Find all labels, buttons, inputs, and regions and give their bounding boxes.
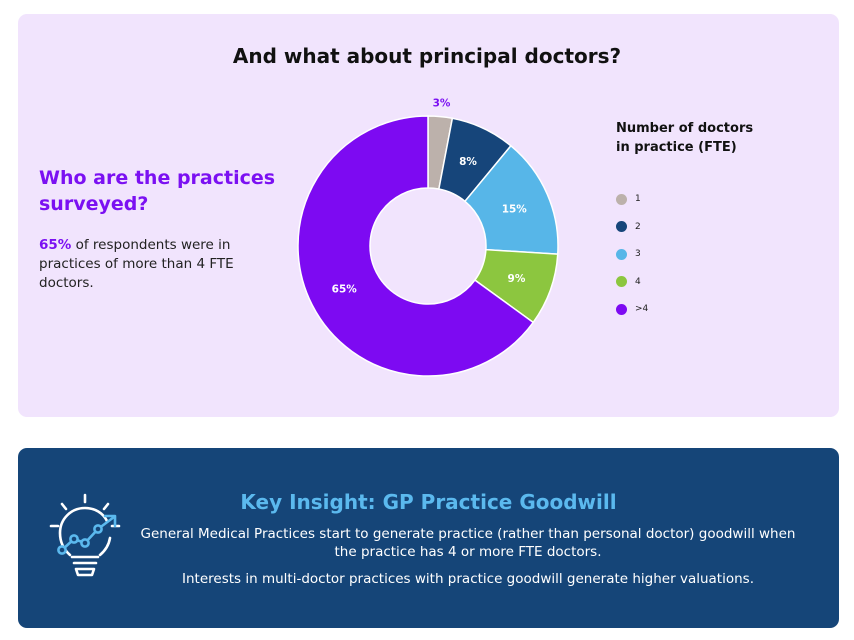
data-label-3: 15% xyxy=(502,204,528,216)
insight-paragraph-2: Interests in multi-doctor practices with… xyxy=(182,571,754,587)
insight-paragraph-1: General Medical Practices start to gener… xyxy=(140,526,796,560)
data-label-4: 9% xyxy=(508,273,526,285)
insight-title: Key Insight: GP Practice Goodwill xyxy=(240,490,617,514)
legend-title: Number of doctors in practice (FTE) xyxy=(616,121,754,155)
legend-swatch xyxy=(616,248,627,260)
data-label-1: 3% xyxy=(433,98,451,110)
intro-body: 65% of respondents were in practices of … xyxy=(39,236,259,293)
legend-swatch xyxy=(616,193,627,205)
legend-swatch xyxy=(616,276,627,287)
legend-swatch xyxy=(616,221,627,232)
lightbulb-growth-icon xyxy=(49,493,121,577)
legend-item-2: 2 xyxy=(616,219,641,235)
legend-label: >4 xyxy=(635,304,649,314)
insight-panel: Key Insight: GP Practice Goodwill Genera… xyxy=(18,448,839,628)
legend-label: 4 xyxy=(635,276,641,287)
data-label-2: 8% xyxy=(459,156,477,168)
legend-item-gt4: >4 xyxy=(616,301,648,317)
intro-heading: Who are the practices surveyed? xyxy=(39,167,276,215)
slice-gt4 xyxy=(297,115,535,377)
intro-highlight: 65% xyxy=(39,237,72,253)
legend-item-1: 1 xyxy=(616,191,641,207)
legend-item-3: 3 xyxy=(616,246,641,262)
data-label-gt4: 65% xyxy=(332,284,358,296)
intro-body-text: of respondents were in practices of more… xyxy=(39,237,234,291)
legend-label: 1 xyxy=(635,194,641,204)
legend-label: 3 xyxy=(635,249,641,259)
legend-item-4: 4 xyxy=(616,274,641,290)
chart-title: And what about principal doctors? xyxy=(232,44,622,68)
legend-swatch xyxy=(616,303,627,315)
legend-label: 2 xyxy=(635,221,641,232)
